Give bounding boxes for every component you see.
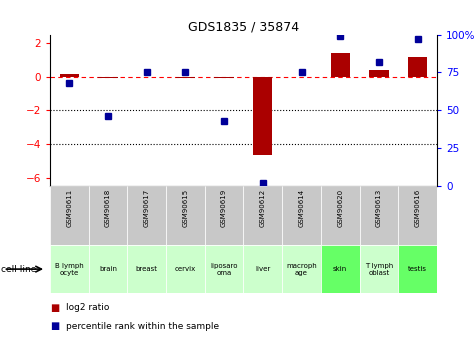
Text: GSM90613: GSM90613 xyxy=(376,189,382,227)
Text: B lymph
ocyte: B lymph ocyte xyxy=(55,263,84,276)
Text: macroph
age: macroph age xyxy=(286,263,317,276)
Text: breast: breast xyxy=(136,266,158,272)
Bar xyxy=(321,245,360,293)
Bar xyxy=(282,186,321,245)
Bar xyxy=(166,245,205,293)
Text: GSM90614: GSM90614 xyxy=(298,189,304,227)
Text: GSM90617: GSM90617 xyxy=(143,189,150,227)
Bar xyxy=(360,245,398,293)
Bar xyxy=(98,77,118,78)
Bar xyxy=(59,74,79,77)
Bar xyxy=(253,77,273,155)
Bar xyxy=(127,245,166,293)
Bar xyxy=(88,245,127,293)
Text: cervix: cervix xyxy=(175,266,196,272)
Text: ■: ■ xyxy=(50,303,59,313)
Text: ■: ■ xyxy=(50,322,59,331)
Text: skin: skin xyxy=(333,266,347,272)
Bar xyxy=(398,186,437,245)
Text: cell line: cell line xyxy=(1,265,36,274)
Bar xyxy=(50,186,88,245)
Bar xyxy=(50,245,88,293)
Bar xyxy=(331,53,350,77)
Text: brain: brain xyxy=(99,266,117,272)
Bar xyxy=(205,186,244,245)
Text: liposaro
oma: liposaro oma xyxy=(210,263,238,276)
Bar xyxy=(127,186,166,245)
Text: GSM90620: GSM90620 xyxy=(337,189,343,227)
Text: GSM90619: GSM90619 xyxy=(221,189,227,227)
Bar xyxy=(244,245,282,293)
Bar xyxy=(214,77,234,78)
Text: testis: testis xyxy=(408,266,427,272)
Text: log2 ratio: log2 ratio xyxy=(66,303,110,312)
Text: T lymph
oblast: T lymph oblast xyxy=(365,263,393,276)
Text: GSM90615: GSM90615 xyxy=(182,189,189,227)
Bar xyxy=(176,77,195,78)
Bar xyxy=(88,186,127,245)
Text: GSM90616: GSM90616 xyxy=(415,189,421,227)
Bar xyxy=(244,186,282,245)
Bar xyxy=(398,245,437,293)
Text: percentile rank within the sample: percentile rank within the sample xyxy=(66,322,219,331)
Text: GSM90612: GSM90612 xyxy=(260,189,266,227)
Text: GSM90611: GSM90611 xyxy=(66,189,72,227)
Bar xyxy=(205,245,244,293)
Bar xyxy=(282,245,321,293)
Text: liver: liver xyxy=(255,266,270,272)
Bar xyxy=(166,186,205,245)
Bar xyxy=(321,186,360,245)
Bar xyxy=(369,70,389,77)
Bar xyxy=(408,57,428,77)
Title: GDS1835 / 35874: GDS1835 / 35874 xyxy=(188,20,299,33)
Bar xyxy=(360,186,398,245)
Text: GSM90618: GSM90618 xyxy=(105,189,111,227)
